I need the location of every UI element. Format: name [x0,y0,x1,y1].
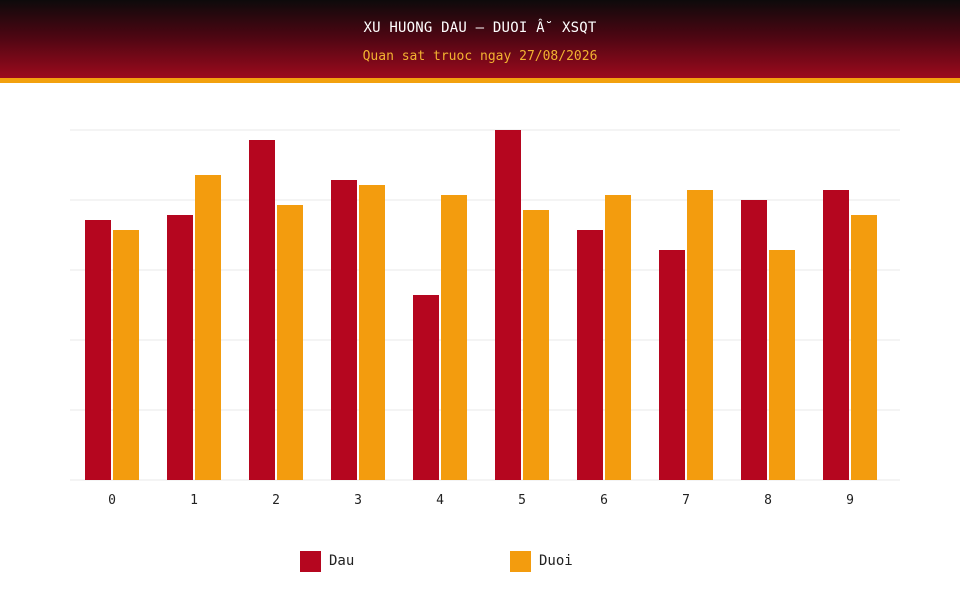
x-tick-label-5: 5 [518,493,526,508]
x-tick-label-6: 6 [600,493,608,508]
bar-dau-7[interactable] [659,250,685,480]
chart-legend: Dau Duoi [0,549,960,573]
chart-header: XU HUONG DAU – DUOI Â˘ XSQT Quan sat tru… [0,0,960,78]
x-tick-label-3: 3 [354,493,362,508]
chart-subtitle: Quan sat truoc ngay 27/08/2026 [362,49,598,64]
x-tick-label-7: 7 [682,493,690,508]
x-tick-label-8: 8 [764,493,772,508]
x-axis-ticks: 0 1 2 3 4 5 6 7 8 9 [108,493,854,508]
bar-chart: 0 1 2 3 4 5 6 7 8 9 [70,129,900,508]
header-accent-stripe [0,78,960,83]
bar-dau-4[interactable] [413,295,439,480]
legend-item-dau[interactable]: Dau [300,549,354,573]
bar-duoi-3[interactable] [359,185,385,480]
bar-duoi-8[interactable] [769,250,795,480]
bar-duoi-0[interactable] [113,230,139,480]
legend-label-dau: Dau [329,553,355,569]
chart-title: XU HUONG DAU – DUOI Â˘ XSQT [363,20,597,36]
bar-dau-5[interactable] [495,130,521,480]
bar-duoi-5[interactable] [523,210,549,480]
legend-label-duoi: Duoi [539,553,573,569]
bar-duoi-9[interactable] [851,215,877,480]
bar-dau-8[interactable] [741,200,767,480]
bar-dau-9[interactable] [823,190,849,480]
bar-duoi-2[interactable] [277,205,303,480]
bar-dau-3[interactable] [331,180,357,480]
bar-duoi-6[interactable] [605,195,631,480]
x-tick-label-0: 0 [108,493,116,508]
bars [85,130,877,480]
x-tick-label-4: 4 [436,493,444,508]
bar-dau-1[interactable] [167,215,193,480]
x-tick-label-9: 9 [846,493,854,508]
legend-item-duoi[interactable]: Duoi [510,549,573,573]
bar-duoi-1[interactable] [195,175,221,480]
legend-swatch-duoi [510,550,531,572]
x-tick-label-1: 1 [190,493,198,508]
bar-dau-0[interactable] [85,220,111,480]
legend-swatch-dau [300,550,321,572]
bar-dau-2[interactable] [249,140,275,480]
bar-dau-6[interactable] [577,230,603,480]
x-tick-label-2: 2 [272,493,280,508]
bar-duoi-4[interactable] [441,195,467,480]
bar-duoi-7[interactable] [687,190,713,480]
